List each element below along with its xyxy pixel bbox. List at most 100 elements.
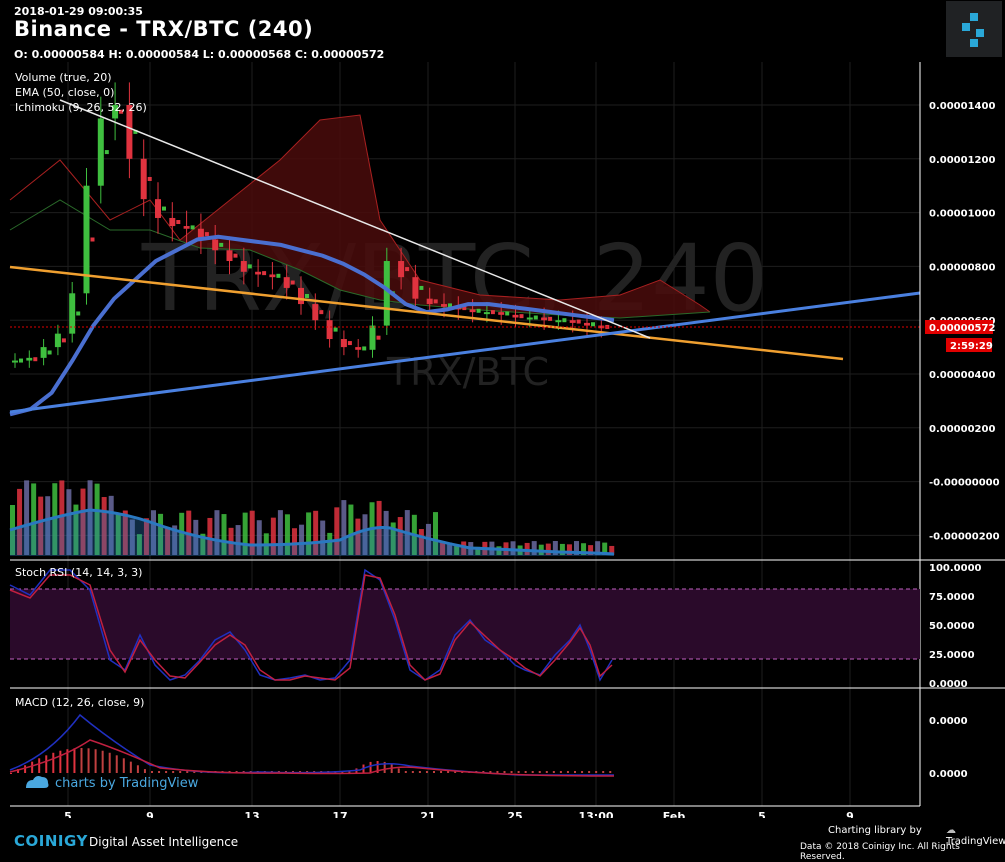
volume-bar bbox=[221, 514, 227, 555]
volume-bar bbox=[101, 497, 107, 555]
macd-bar bbox=[447, 771, 450, 773]
volume-bar bbox=[73, 504, 79, 555]
candle-body bbox=[255, 271, 262, 275]
macd-bar bbox=[59, 750, 62, 773]
volume-bar bbox=[390, 522, 396, 555]
volume-bar bbox=[559, 543, 565, 555]
stoch-label: Stoch RSI (14, 14, 3, 3) bbox=[15, 566, 142, 579]
candle-body bbox=[512, 314, 519, 318]
price-chart[interactable]: TRX/BTC, 240 TRX/BTC Volume (true, 20) E… bbox=[0, 0, 1005, 818]
macd-bar bbox=[52, 752, 55, 773]
volume-bar bbox=[179, 512, 185, 555]
volume-bar bbox=[602, 542, 608, 555]
candle-body bbox=[476, 308, 481, 313]
volume-bar bbox=[574, 541, 579, 555]
macd-bar bbox=[595, 771, 598, 773]
macd-line bbox=[9, 713, 614, 776]
date-tick: Feb bbox=[663, 810, 686, 818]
price-tick: -0.00000000 bbox=[929, 478, 1000, 489]
volume-bar bbox=[129, 519, 135, 555]
ema-line bbox=[9, 234, 615, 417]
volume-bar bbox=[334, 507, 340, 555]
candle-body bbox=[405, 267, 410, 272]
tradingview-watermark: charts by TradingView bbox=[55, 776, 199, 791]
volume-bar bbox=[531, 541, 537, 555]
volume-area bbox=[10, 510, 614, 556]
volume-bar bbox=[172, 525, 178, 555]
macd-bar bbox=[165, 771, 168, 773]
macd-bar bbox=[87, 748, 90, 773]
volume-bar bbox=[362, 514, 368, 555]
macd-axis: 0.0000 0.0000 bbox=[929, 716, 968, 780]
candle-body bbox=[462, 306, 467, 311]
date-tick: 9 bbox=[846, 810, 854, 818]
macd-signal bbox=[9, 739, 615, 777]
volume-bar bbox=[143, 518, 149, 555]
volume-bar bbox=[284, 514, 290, 555]
price-tick: 0.00000400 bbox=[929, 370, 995, 381]
candle-body bbox=[12, 360, 18, 363]
candle-body bbox=[47, 350, 52, 355]
candle-body bbox=[555, 320, 562, 323]
volume-bar bbox=[59, 480, 65, 555]
date-tick: 25 bbox=[507, 810, 522, 818]
footer-brand[interactable]: COINIGY bbox=[14, 832, 88, 850]
stoch-tick: 25.0000 bbox=[929, 650, 975, 661]
date-tick: 17 bbox=[332, 810, 347, 818]
ichimoku-cloud bbox=[180, 115, 710, 318]
tradingview-link[interactable]: ☁ TradingView bbox=[946, 825, 1005, 847]
candle-body bbox=[533, 315, 538, 320]
candle-body bbox=[140, 158, 147, 200]
macd-bar bbox=[602, 771, 605, 773]
candle-body bbox=[204, 232, 209, 237]
macd-bar bbox=[108, 752, 111, 773]
volume-bar bbox=[433, 512, 438, 555]
tradingview-text: TradingView bbox=[946, 836, 1005, 847]
macd-bar bbox=[440, 771, 443, 773]
coinigy-logo-icon bbox=[962, 13, 984, 47]
volume-bar bbox=[108, 495, 114, 555]
candle-body bbox=[548, 316, 553, 321]
volume-bar bbox=[355, 518, 361, 555]
trendline-orange bbox=[9, 265, 844, 361]
macd-bar bbox=[383, 761, 386, 773]
macd-label: MACD (12, 26, close, 9) bbox=[15, 696, 144, 709]
macd-bar bbox=[489, 771, 492, 773]
macd-bar bbox=[45, 755, 48, 773]
macd-bar bbox=[80, 748, 83, 773]
candle-body bbox=[169, 217, 176, 227]
volume-bar bbox=[52, 483, 58, 555]
candle-body bbox=[383, 261, 390, 326]
volume-bar bbox=[122, 510, 128, 555]
macd-bar bbox=[503, 771, 506, 773]
macd-tick: 0.0000 bbox=[929, 769, 968, 780]
macd-bar bbox=[581, 771, 584, 773]
candle-body bbox=[183, 226, 190, 229]
candle-body bbox=[398, 261, 405, 278]
coinigy-logo-button[interactable] bbox=[946, 1, 1002, 57]
trendline-white bbox=[59, 99, 651, 339]
watermark-small: TRX/BTC bbox=[386, 350, 549, 394]
date-tick: 13:00 bbox=[578, 810, 613, 818]
date-tick: 13 bbox=[244, 810, 259, 818]
candle-body bbox=[219, 242, 224, 247]
candle-body bbox=[562, 318, 567, 323]
candle-body bbox=[569, 320, 576, 323]
volume-bar bbox=[193, 519, 199, 555]
date-axis: 5 9 13 17 21 25 13:00 Feb 5 9 bbox=[64, 810, 854, 818]
volume-bar bbox=[510, 541, 516, 555]
macd-bar bbox=[545, 771, 548, 773]
macd-bar bbox=[94, 749, 97, 773]
candle-body bbox=[197, 228, 204, 240]
volume-bar bbox=[200, 533, 206, 555]
chart-title: Binance - TRX/BTC (240) bbox=[14, 17, 314, 41]
candle-body bbox=[133, 129, 138, 134]
price-tick: 0.00000800 bbox=[929, 262, 995, 273]
ichimoku-label: Ichimoku (9, 26, 52, 26) bbox=[15, 101, 147, 114]
macd-bar bbox=[454, 771, 457, 773]
macd-bar bbox=[24, 765, 27, 773]
candle-body bbox=[340, 339, 347, 348]
macd-bar bbox=[186, 771, 189, 773]
volume-bar bbox=[609, 545, 615, 555]
candle-body bbox=[126, 105, 133, 159]
